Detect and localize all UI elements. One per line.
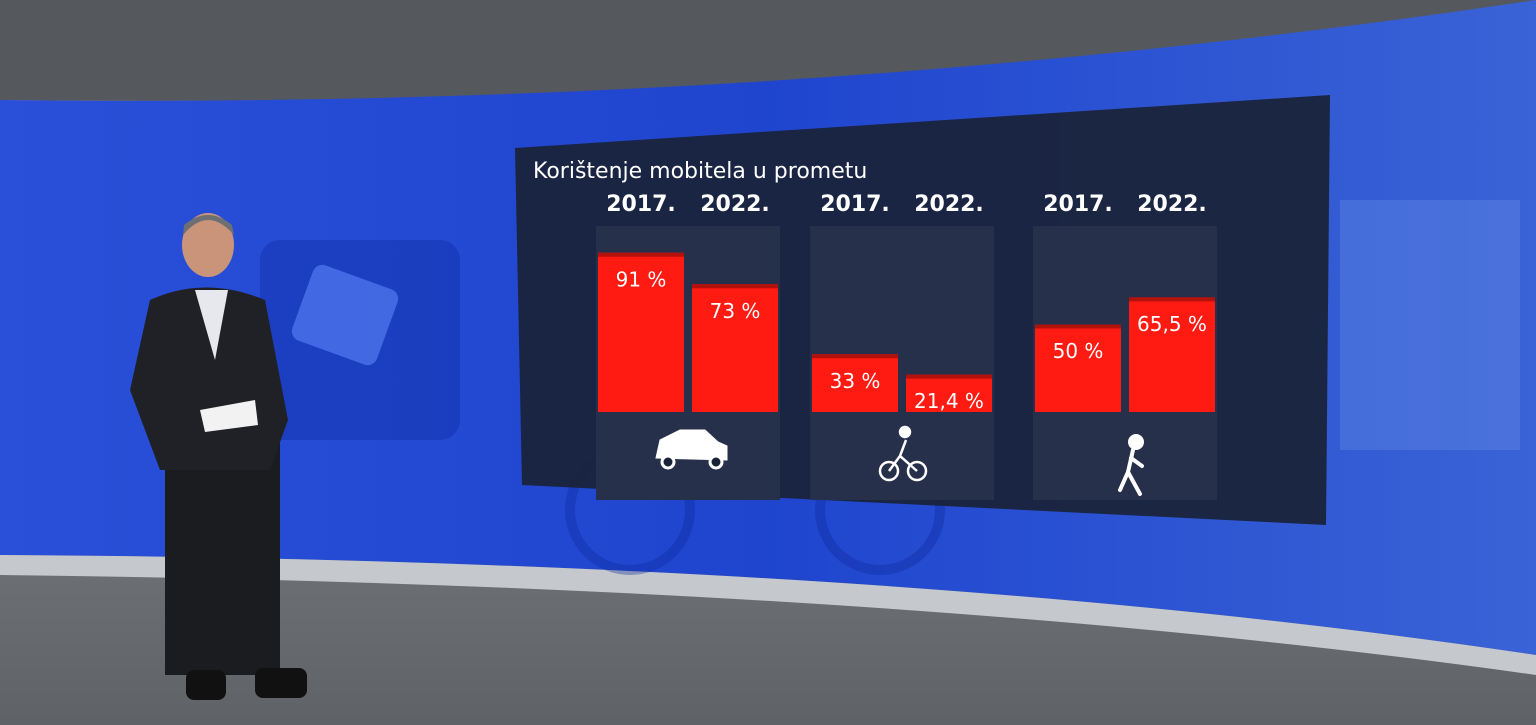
bar-top-edge [1035,324,1121,329]
category-label: 2022. [700,192,770,217]
category-label: 2022. [1137,192,1207,217]
category-label: 2017. [1043,192,1113,217]
value-label: 21,4 % [914,389,984,413]
bar [1035,324,1121,412]
bar-top-edge [692,284,778,289]
pedestrian-icon [1118,434,1144,496]
ceiling-shade [0,0,1536,101]
value-label: 50 % [1053,339,1104,363]
bar [812,354,898,412]
bar-top-edge [812,354,898,359]
bar [906,374,992,412]
bar [692,284,778,412]
chart-title: Korištenje mobitela u prometu [533,159,867,184]
chart: 91 % 2017. 73 % 2022. 33 % 2017. 21,4 % 2022. 50… [596,192,1217,500]
presenter [130,213,307,700]
category-label: 2022. [914,192,984,217]
value-label: 73 % [710,299,761,323]
value-label: 65,5 % [1137,312,1207,336]
bar-top-edge [598,252,684,257]
car-icon [655,429,728,470]
value-label: 33 % [830,369,881,393]
value-label: 91 % [616,267,667,291]
category-label: 2017. [606,192,676,217]
bar [598,252,684,412]
category-label: 2017. [820,192,890,217]
bar-top-edge [1129,297,1215,302]
bar [1129,297,1215,412]
wall-base [0,555,1536,675]
bicycle-icon [878,425,928,482]
bar-top-edge [906,374,992,379]
